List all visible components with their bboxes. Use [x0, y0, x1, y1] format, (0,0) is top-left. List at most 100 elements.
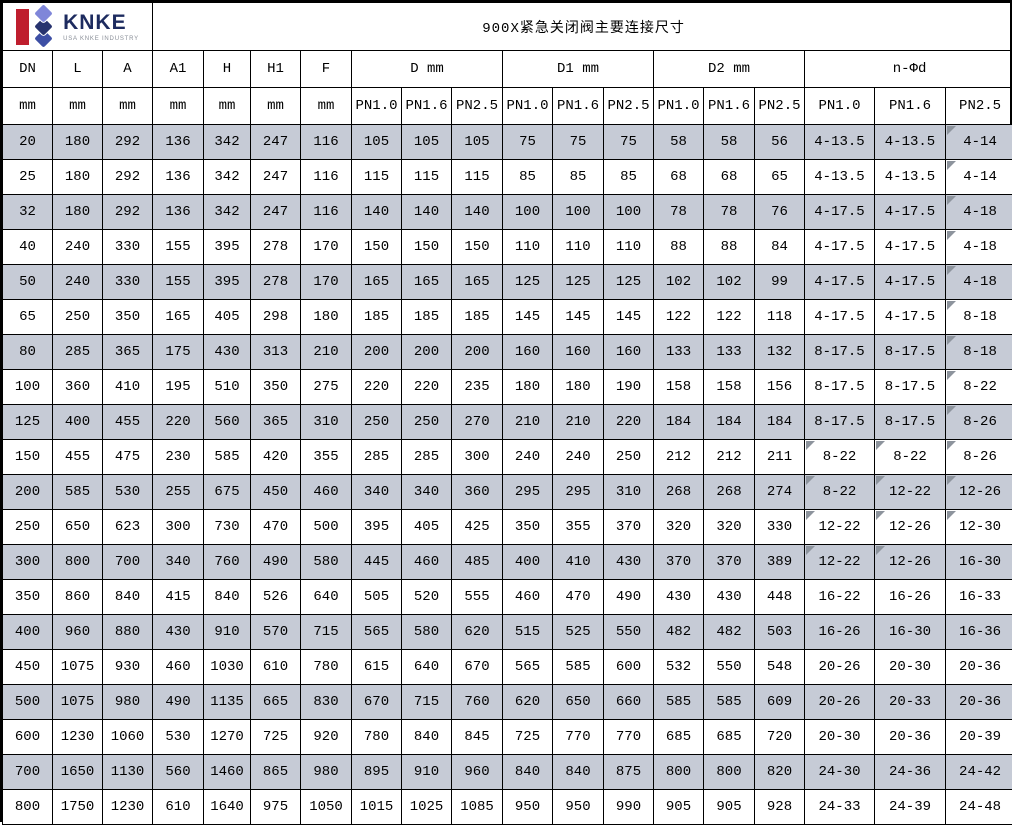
- table-cell: 16-26: [805, 615, 875, 650]
- table-cell: 150: [452, 230, 503, 265]
- table-cell: 1230: [103, 790, 153, 825]
- table-cell: 285: [402, 440, 452, 475]
- table-cell: 165: [402, 265, 452, 300]
- table-cell: 175: [153, 335, 204, 370]
- table-cell: 4-17.5: [875, 195, 946, 230]
- table-cell: 220: [604, 405, 654, 440]
- table-cell: 58: [654, 125, 704, 160]
- table-cell: 88: [654, 230, 704, 265]
- table-cell: 570: [251, 615, 301, 650]
- table-cell: 400: [503, 545, 553, 580]
- table-cell: 185: [452, 300, 503, 335]
- table-cell: 270: [452, 405, 503, 440]
- table-cell: 1075: [53, 685, 103, 720]
- table-cell: 580: [301, 545, 352, 580]
- table-cell: 600: [604, 650, 654, 685]
- col-header-2: A: [103, 51, 153, 88]
- table-cell: 950: [553, 790, 604, 825]
- table-cell: 430: [704, 580, 755, 615]
- table-cell: 355: [553, 510, 604, 545]
- table-cell: 20-30: [805, 720, 875, 755]
- table-cell: 300: [3, 545, 53, 580]
- table-cell: 8-17.5: [875, 405, 946, 440]
- table-cell: 1130: [103, 755, 153, 790]
- table-cell: 320: [704, 510, 755, 545]
- table-cell: 550: [704, 650, 755, 685]
- table-cell: 350: [3, 580, 53, 615]
- table-cell: 455: [103, 405, 153, 440]
- table-cell: 125: [3, 405, 53, 440]
- table-cell: 156: [755, 370, 805, 405]
- table-cell: 8-17.5: [805, 405, 875, 440]
- table-cell: 585: [704, 685, 755, 720]
- table-cell: 650: [553, 685, 604, 720]
- table-cell: 180: [503, 370, 553, 405]
- table-cell: 455: [53, 440, 103, 475]
- table-cell: 350: [251, 370, 301, 405]
- table-cell: 615: [352, 650, 402, 685]
- table-cell: 78: [704, 195, 755, 230]
- table-cell: 102: [704, 265, 755, 300]
- table-cell: 100: [553, 195, 604, 230]
- table-cell: 75: [604, 125, 654, 160]
- table-cell: 4-14: [946, 125, 1012, 160]
- table-cell: 470: [553, 580, 604, 615]
- table-cell: 720: [755, 720, 805, 755]
- table-cell: 180: [53, 160, 103, 195]
- table-cell: 430: [204, 335, 251, 370]
- table-cell: 150: [3, 440, 53, 475]
- table-cell: 320: [654, 510, 704, 545]
- table-cell: 278: [251, 265, 301, 300]
- table-cell: 1060: [103, 720, 153, 755]
- table-cell: 623: [103, 510, 153, 545]
- table-cell: 8-22: [875, 440, 946, 475]
- table-cell: 125: [553, 265, 604, 300]
- table-cell: 180: [553, 370, 604, 405]
- table-cell: 342: [204, 160, 251, 195]
- table-cell: 16-30: [946, 545, 1012, 580]
- logo-diamonds-icon: [32, 5, 56, 49]
- table-cell: 840: [402, 720, 452, 755]
- table-cell: 505: [352, 580, 402, 615]
- table-cell: 450: [251, 475, 301, 510]
- table-cell: 20-36: [875, 720, 946, 755]
- table-cell: 211: [755, 440, 805, 475]
- table-cell: 24-36: [875, 755, 946, 790]
- unit-header-5: mm: [251, 88, 301, 125]
- table-cell: 4-13.5: [875, 125, 946, 160]
- table-cell: 930: [103, 650, 153, 685]
- table-cell: 405: [402, 510, 452, 545]
- table-cell: 165: [352, 265, 402, 300]
- table-cell: 525: [553, 615, 604, 650]
- table-cell: 950: [503, 790, 553, 825]
- table-cell: 158: [654, 370, 704, 405]
- table-cell: 310: [604, 475, 654, 510]
- table-cell: 24-42: [946, 755, 1012, 790]
- table-cell: 12-22: [875, 475, 946, 510]
- table-cell: 4-17.5: [805, 195, 875, 230]
- table-cell: 355: [301, 440, 352, 475]
- table-cell: 116: [301, 160, 352, 195]
- table-cell: 565: [352, 615, 402, 650]
- table-cell: 20-33: [875, 685, 946, 720]
- table-cell: 180: [301, 300, 352, 335]
- table-cell: 395: [204, 230, 251, 265]
- table-cell: 300: [452, 440, 503, 475]
- table-cell: 830: [301, 685, 352, 720]
- table-cell: 330: [103, 230, 153, 265]
- table-cell: 330: [755, 510, 805, 545]
- table-cell: 4-17.5: [805, 300, 875, 335]
- table-cell: 1030: [204, 650, 251, 685]
- table-cell: 300: [153, 510, 204, 545]
- table-cell: 298: [251, 300, 301, 335]
- unit-header-6: mm: [301, 88, 352, 125]
- logo-red-bar-shape: [16, 9, 29, 45]
- table-cell: 24-39: [875, 790, 946, 825]
- table-cell: 860: [53, 580, 103, 615]
- col-header-5: H1: [251, 51, 301, 88]
